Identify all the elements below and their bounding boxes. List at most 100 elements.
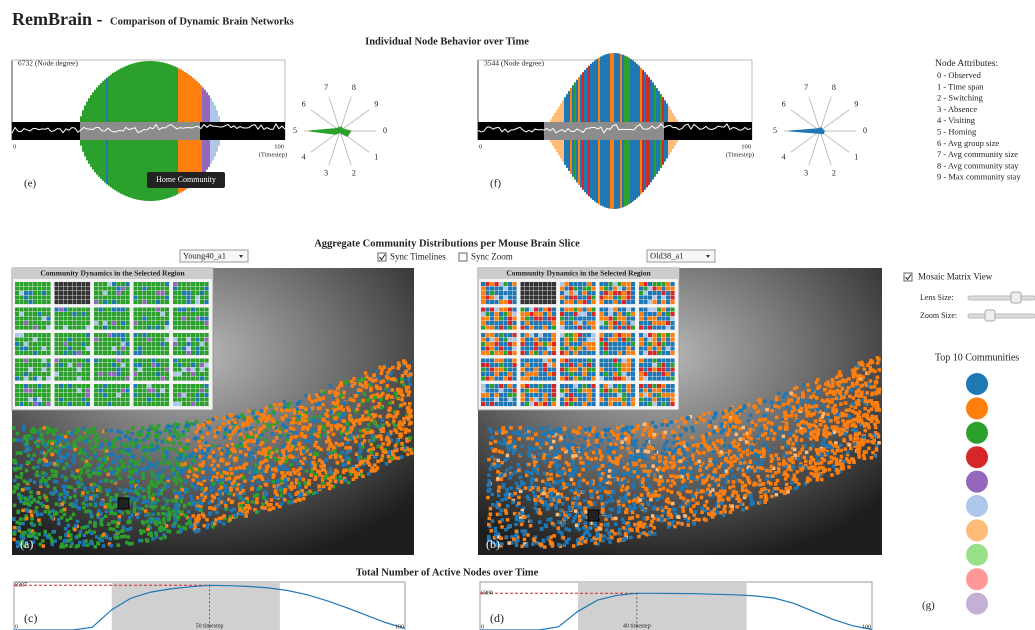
community-dot <box>117 521 121 525</box>
mosaic-cell <box>99 338 103 342</box>
community-dot <box>67 442 71 446</box>
community-dot <box>330 410 334 414</box>
mosaic-cell <box>77 372 81 376</box>
mosaic-cell <box>121 338 125 342</box>
community-dot <box>332 433 336 437</box>
mosaic-cell <box>191 308 195 312</box>
community-dot <box>313 456 317 460</box>
community-dot <box>660 495 664 499</box>
community-dot <box>107 523 111 527</box>
community-dot <box>142 522 146 526</box>
community-dot <box>562 536 566 540</box>
mosaic-cell <box>112 389 116 393</box>
community-dot <box>407 406 411 410</box>
mosaic-cell <box>42 372 46 376</box>
community-dot <box>402 417 406 421</box>
community-dot <box>144 514 148 518</box>
mosaic-cell <box>191 372 195 376</box>
mosaic-cell <box>55 287 59 291</box>
community-dot <box>322 396 326 400</box>
mosaic-cell <box>59 308 63 312</box>
community-dot <box>185 447 189 451</box>
mosaic-cell <box>38 359 42 363</box>
community-dot <box>37 518 41 522</box>
community-dot <box>269 503 273 507</box>
community-dot <box>388 368 392 372</box>
mosaic-cell <box>24 342 28 346</box>
mosaic-cell <box>82 402 86 406</box>
mosaic-cell <box>173 312 177 316</box>
community-dot <box>377 445 381 449</box>
mosaic-cell <box>134 402 138 406</box>
community-dot <box>38 522 42 526</box>
mosaic-cell <box>103 308 107 312</box>
community-dot <box>724 480 728 484</box>
community-dot <box>35 536 39 540</box>
mosaic-cell <box>117 377 121 381</box>
mosaic-cell <box>173 389 177 393</box>
community-dot <box>125 541 129 545</box>
community-dot <box>333 472 337 476</box>
mosaic-cell <box>121 347 125 351</box>
mosaic-cell <box>68 291 72 295</box>
community-dot <box>251 500 255 504</box>
mosaic-cell <box>121 308 125 312</box>
community-dot <box>136 516 140 520</box>
community-dot <box>142 495 146 499</box>
mosaic-cell <box>138 359 142 363</box>
community-dot <box>568 450 572 454</box>
mosaic-cell <box>182 326 186 330</box>
community-dot <box>690 470 694 474</box>
mosaic-cell <box>117 372 121 376</box>
community-dot <box>333 449 337 453</box>
community-dot <box>118 518 122 522</box>
community-dot <box>57 454 61 458</box>
community-dot <box>259 461 263 465</box>
mosaic-cell <box>205 389 209 393</box>
community-dot <box>793 473 797 477</box>
community-dot <box>611 529 615 533</box>
community-dot <box>129 441 133 445</box>
community-dot <box>380 372 384 376</box>
mosaic-cell <box>182 333 186 337</box>
community-dot <box>218 520 222 524</box>
mosaic-cell <box>38 363 42 367</box>
community-dot <box>303 457 307 461</box>
mosaic-cell <box>191 402 195 406</box>
mosaic-cell <box>99 347 103 351</box>
community-dot <box>185 457 189 461</box>
mosaic-cell <box>173 326 177 330</box>
community-dot <box>260 506 264 510</box>
community-dot <box>381 418 385 422</box>
community-dot <box>496 513 500 517</box>
community-dot <box>198 463 202 467</box>
community-dot <box>515 518 519 522</box>
community-dot <box>200 493 204 497</box>
community-dot <box>172 441 176 445</box>
community-dot <box>127 535 131 539</box>
mosaic-cell <box>187 363 191 367</box>
community-dot <box>37 491 41 495</box>
community-dot <box>350 380 354 384</box>
community-dot <box>212 450 216 454</box>
community-dot <box>642 525 646 529</box>
mosaic-cell <box>73 393 77 397</box>
community-dot <box>227 462 231 466</box>
mosaic-cell <box>156 308 160 312</box>
mosaic-cell <box>55 402 59 406</box>
mosaic-cell <box>108 351 112 355</box>
community-dot <box>64 435 67 439</box>
community-dot <box>514 523 518 527</box>
mosaic-cell <box>47 300 51 304</box>
mosaic-cell <box>24 398 28 402</box>
community-dot <box>126 430 129 434</box>
community-dot <box>83 487 87 491</box>
community-dot <box>348 430 352 434</box>
community-dot <box>290 482 294 486</box>
mosaic-cell <box>196 389 200 393</box>
community-dot <box>271 410 275 414</box>
mosaic-cell <box>64 317 68 321</box>
mosaic-cell <box>24 287 28 291</box>
mosaic-cell <box>117 300 121 304</box>
community-dot <box>408 436 412 440</box>
